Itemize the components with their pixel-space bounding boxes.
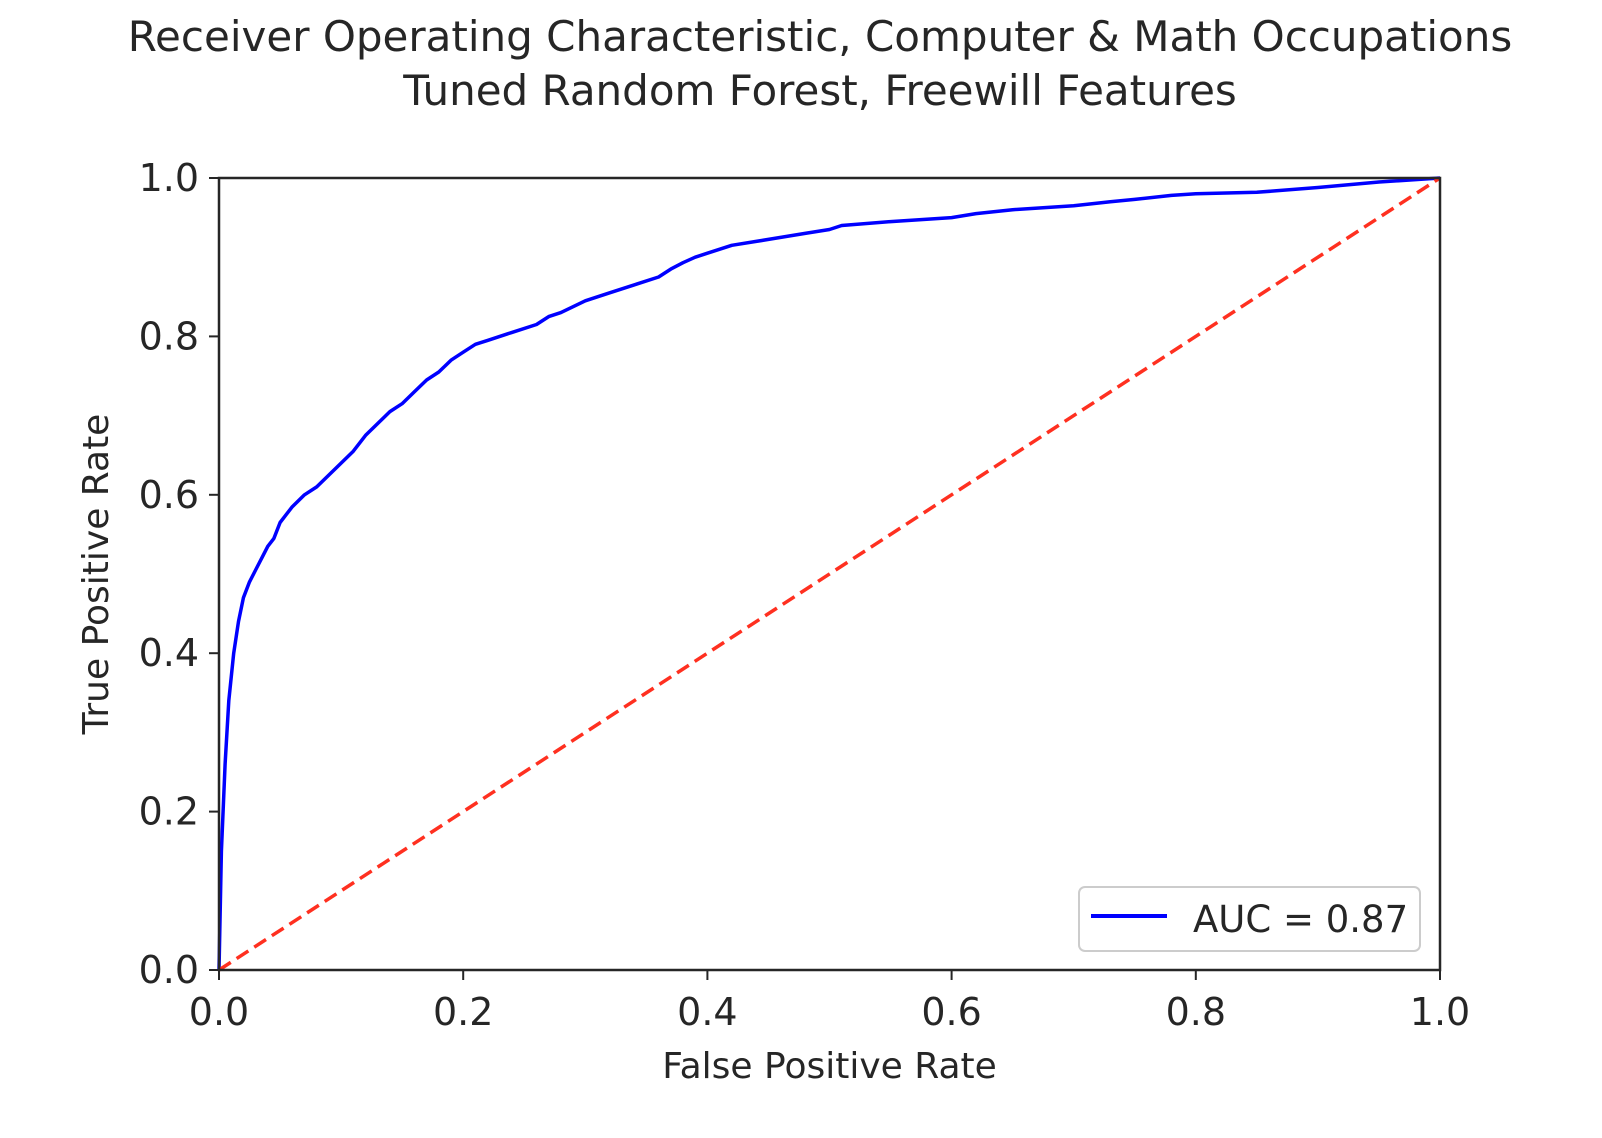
y-axis: 0.0 0.2 0.4 0.6 0.8 1.0 <box>139 156 219 992</box>
y-tick-label: 0.2 <box>139 790 199 834</box>
x-tick-label: 0.4 <box>677 990 737 1034</box>
chart-subtitle: Tuned Random Forest, Freewill Features <box>403 66 1237 115</box>
x-tick-label: 0.2 <box>433 990 493 1034</box>
x-tick-label: 1.0 <box>1410 990 1470 1034</box>
x-tick-label: 0.8 <box>1166 990 1226 1034</box>
x-axis-label: False Positive Rate <box>662 1046 997 1087</box>
y-tick-label: 0.6 <box>139 473 199 517</box>
y-tick-label: 0.8 <box>139 314 199 358</box>
chance-diagonal-line <box>218 176 1441 972</box>
legend: AUC = 0.87 <box>1078 886 1421 952</box>
x-axis: 0.0 0.2 0.4 0.6 0.8 1.0 <box>189 970 1470 1034</box>
y-tick-label: 0.0 <box>139 948 199 992</box>
legend-box <box>1078 886 1421 952</box>
x-tick-label: 0.6 <box>921 990 981 1034</box>
y-axis-label: True Positive Rate <box>76 414 117 736</box>
y-tick-label: 0.4 <box>139 631 199 675</box>
plot-area <box>217 176 1441 972</box>
plot-frame <box>217 176 1442 972</box>
legend-label: AUC = 0.87 <box>1193 898 1408 941</box>
roc-curve-line <box>217 176 1441 971</box>
x-tick-label: 0.0 <box>189 990 249 1034</box>
y-tick-label: 1.0 <box>139 156 199 200</box>
chart-title: Receiver Operating Characteristic, Compu… <box>127 12 1513 61</box>
